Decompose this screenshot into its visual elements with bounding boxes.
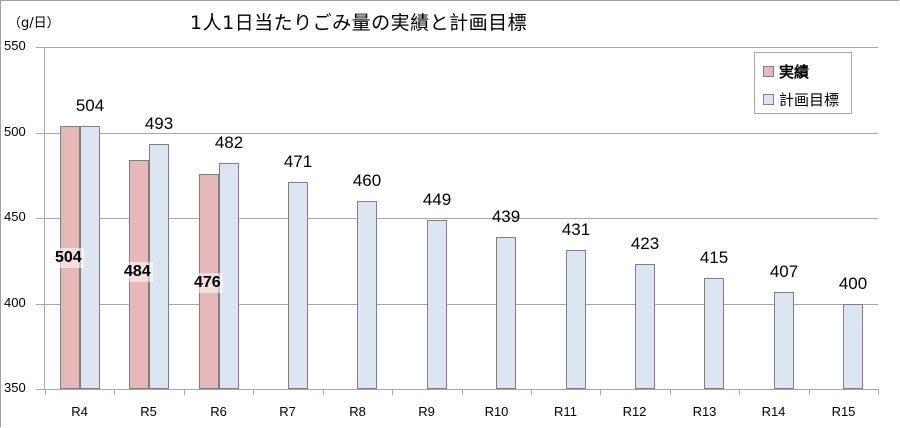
x-tick-mark — [878, 389, 879, 395]
x-tick-label: R13 — [692, 404, 717, 419]
legend-swatch-actual-icon — [763, 66, 774, 77]
bar-plan — [843, 304, 863, 389]
legend-label-plan: 計画目標 — [779, 91, 840, 109]
data-label-plan: 482 — [214, 133, 244, 152]
bar-plan — [496, 237, 516, 389]
x-tick-mark — [600, 389, 601, 395]
legend: 実績 計画目標 — [754, 52, 852, 114]
x-tick-mark — [392, 389, 393, 395]
x-tick-mark — [739, 389, 740, 395]
data-label-actual: 484 — [122, 262, 153, 282]
x-tick-mark — [809, 389, 810, 395]
bar-plan — [774, 292, 794, 389]
x-tick-mark — [323, 389, 324, 395]
data-label-plan: 415 — [699, 248, 729, 267]
gridline — [36, 304, 878, 305]
y-tick-label: 500 — [4, 124, 26, 139]
bar-plan — [566, 250, 586, 389]
x-tick-label: R6 — [210, 404, 227, 419]
y-tick-label: 400 — [4, 295, 26, 310]
data-label-plan: 504 — [75, 96, 105, 115]
x-tick-label: R4 — [71, 404, 88, 419]
x-tick-mark — [670, 389, 671, 395]
y-axis-line — [44, 47, 45, 389]
gridline — [36, 389, 878, 390]
data-label-plan: 471 — [283, 152, 313, 171]
gridline — [36, 133, 878, 134]
chart-title: 1人1日当たりごみ量の実績と計画目標 — [190, 12, 528, 34]
x-tick-mark — [184, 389, 185, 395]
x-tick-label: R8 — [349, 404, 366, 419]
y-tick-label: 350 — [4, 380, 26, 395]
x-tick-label: R5 — [140, 404, 157, 419]
x-tick-label: R7 — [279, 404, 296, 419]
y-unit-label: （g/日） — [8, 16, 60, 31]
bar-plan — [357, 201, 377, 389]
gridline — [36, 47, 878, 48]
x-tick-mark — [253, 389, 254, 395]
data-label-plan: 407 — [769, 262, 799, 281]
bar-plan — [704, 278, 724, 389]
x-tick-mark — [531, 389, 532, 395]
legend-label-actual: 実績 — [779, 63, 810, 81]
x-tick-label: R15 — [831, 404, 856, 419]
data-label-plan: 449 — [422, 190, 452, 209]
x-tick-label: R9 — [418, 404, 435, 419]
x-tick-label: R14 — [761, 404, 786, 419]
bar-plan — [288, 182, 308, 389]
data-label-plan: 423 — [630, 234, 660, 253]
x-tick-mark — [462, 389, 463, 395]
data-label-actual: 476 — [192, 273, 223, 293]
data-label-plan: 493 — [144, 114, 174, 133]
data-label-plan: 400 — [838, 274, 868, 293]
y-tick-label: 450 — [4, 209, 26, 224]
data-label-plan: 431 — [561, 220, 591, 239]
x-tick-mark — [114, 389, 115, 395]
bar-plan — [635, 264, 655, 389]
x-tick-label: R10 — [484, 404, 509, 419]
data-label-plan: 460 — [352, 171, 382, 190]
gridline — [36, 218, 878, 219]
x-tick-label: R11 — [554, 404, 577, 419]
y-tick-label: 550 — [4, 38, 26, 53]
data-label-actual: 504 — [53, 248, 84, 268]
legend-item-plan: 計画目標 — [763, 89, 839, 110]
x-tick-label: R12 — [622, 404, 647, 419]
legend-item-actual: 実績 — [763, 61, 809, 82]
x-tick-mark — [45, 389, 46, 395]
legend-swatch-plan-icon — [763, 94, 774, 105]
bar-plan — [427, 220, 447, 389]
data-label-plan: 439 — [491, 207, 521, 226]
